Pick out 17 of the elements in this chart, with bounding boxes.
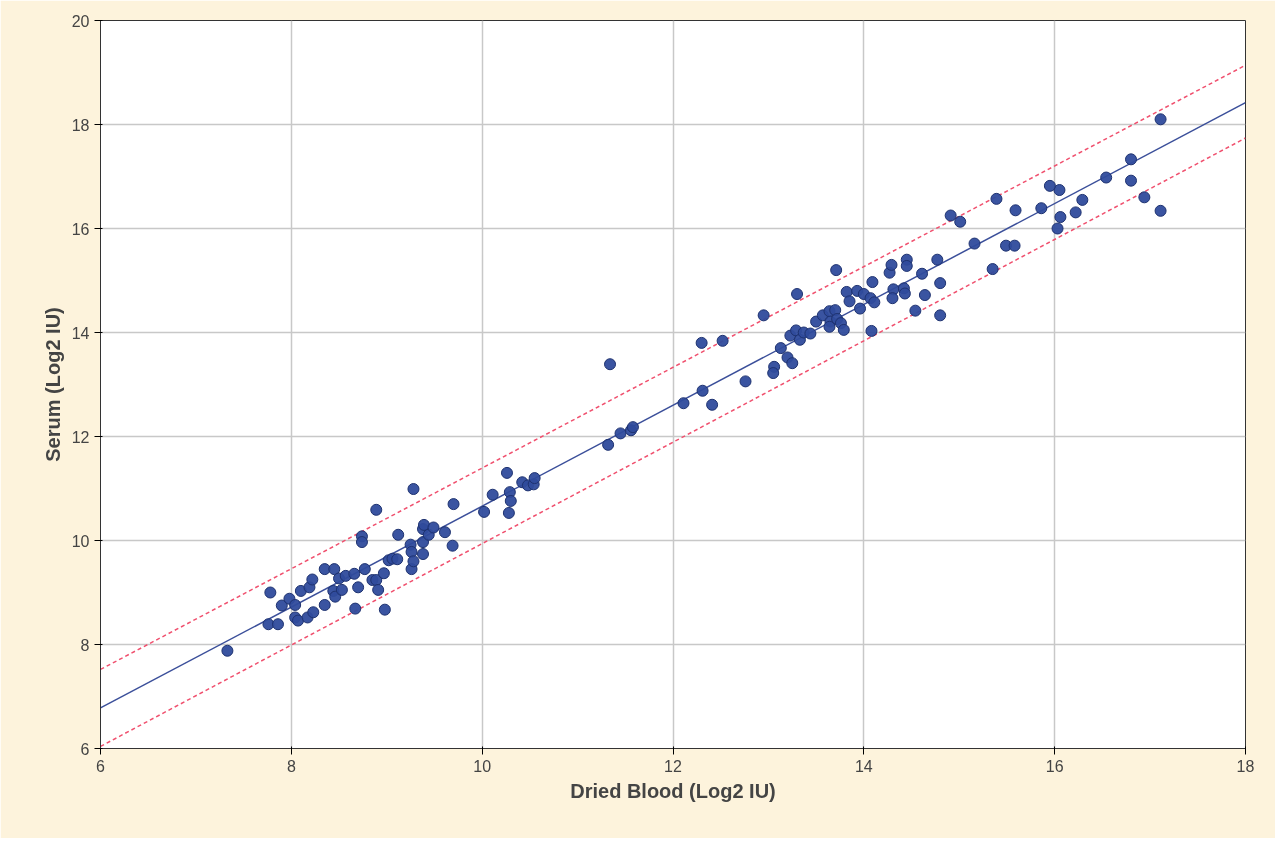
x-tick-label: 10 bbox=[473, 757, 492, 775]
x-tick-label: 6 bbox=[96, 757, 106, 775]
x-tick-label: 8 bbox=[286, 757, 296, 775]
y-tick-label: 14 bbox=[71, 324, 90, 342]
y-tick-label: 8 bbox=[80, 636, 90, 654]
x-tick-label: 14 bbox=[854, 757, 873, 775]
y-tick-label: 6 bbox=[80, 740, 90, 758]
y-tick-label: 12 bbox=[71, 428, 90, 446]
y-tick-label: 18 bbox=[71, 116, 90, 134]
y-tick-label: 20 bbox=[71, 12, 90, 30]
y-tick-label: 16 bbox=[71, 220, 90, 238]
x-tick-label: 12 bbox=[664, 757, 682, 775]
x-tick-label: 18 bbox=[1236, 757, 1255, 775]
y-axis-title: Serum (Log2 IU) bbox=[41, 307, 64, 462]
y-tick-label: 10 bbox=[71, 532, 90, 550]
x-tick-label: 16 bbox=[1045, 757, 1064, 775]
x-axis-title: Dried Blood (Log2 IU) bbox=[570, 779, 776, 802]
